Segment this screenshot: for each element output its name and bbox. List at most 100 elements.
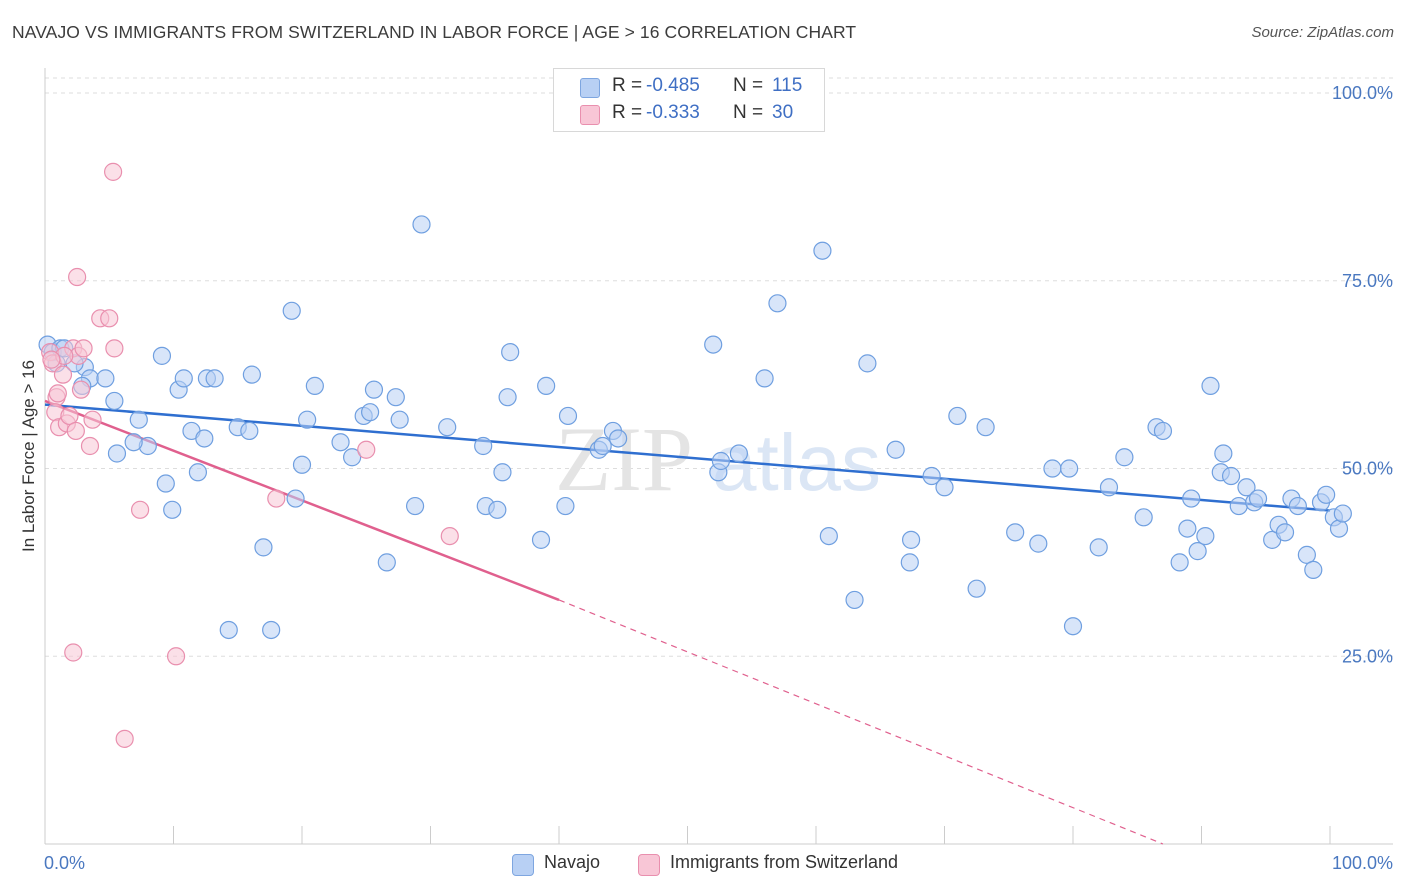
navajo-point <box>242 365 261 384</box>
navajo-point <box>1029 534 1048 553</box>
switzerland-point <box>130 500 150 519</box>
navajo-point <box>1275 523 1295 542</box>
bottom-legend-swatch-navajo <box>512 854 534 876</box>
switzerland-point <box>166 647 186 666</box>
navajo-point <box>195 429 214 448</box>
navajo-point <box>556 496 575 516</box>
legend-r-value: -0.485 <box>646 75 700 96</box>
switzerland-point <box>83 410 102 429</box>
navajo-point <box>1333 504 1352 523</box>
navajo-point <box>531 530 551 549</box>
legend-swatch-switzerland <box>580 105 600 125</box>
y-tick-label: 75.0% <box>1342 271 1393 291</box>
legend-n-value: 30 <box>772 102 794 123</box>
legend-n-label: N = <box>733 102 764 123</box>
navajo-point <box>1099 478 1119 497</box>
navajo-point <box>163 500 182 519</box>
navajo-point <box>1153 421 1173 441</box>
legend-r-label: R = <box>612 102 643 123</box>
navajo-point <box>498 388 517 407</box>
navajo-point <box>935 478 954 497</box>
navajo-point <box>219 620 238 640</box>
navajo-point <box>386 388 405 407</box>
navajo-point <box>901 530 921 549</box>
navajo-point <box>886 440 905 459</box>
navajo-point <box>729 444 749 463</box>
data-points <box>38 162 1352 748</box>
switzerland-point <box>267 489 286 508</box>
legend-n-value: 115 <box>772 75 803 96</box>
navajo-point <box>1006 523 1025 542</box>
navajo-point <box>331 433 350 452</box>
switzerland-point <box>105 339 124 358</box>
navajo-point <box>537 376 556 396</box>
navajo-point <box>286 489 305 508</box>
navajo-point <box>361 403 380 422</box>
navajo-point <box>493 463 512 482</box>
bottom-legend-label-switzerland: Immigrants from Switzerland <box>670 852 899 872</box>
navajo-point <box>305 376 324 396</box>
y-tick-label: 100.0% <box>1332 83 1393 103</box>
navajo-point <box>1089 538 1108 557</box>
navajo-point <box>819 526 838 546</box>
navajo-point <box>1196 526 1215 546</box>
axes <box>44 68 1393 845</box>
legend-n-label: N = <box>733 75 764 96</box>
navajo-point <box>188 463 208 482</box>
navajo-point <box>1229 496 1248 516</box>
navajo-point <box>1317 485 1336 504</box>
navajo-point <box>1182 489 1201 508</box>
switzerland-point <box>80 436 100 456</box>
navajo-point <box>558 406 578 426</box>
navajo-point <box>1248 489 1268 508</box>
navajo-point <box>96 369 115 388</box>
navajo-point <box>1063 617 1083 636</box>
navajo-point <box>967 579 986 598</box>
y-tick-label: 50.0% <box>1342 459 1393 479</box>
switzerland-point <box>115 729 134 748</box>
tick-labels: 100.0% 75.0% 50.0% 25.0% 0.0% 100.0% In Labor … <box>19 83 1393 873</box>
stats-legend: R = -0.485 N = 115 R = -0.333 N = 30 <box>553 68 825 132</box>
navajo-point <box>129 410 148 429</box>
navajo-point <box>948 406 967 426</box>
switzerland-point <box>357 440 376 459</box>
switzerland-point <box>74 339 93 358</box>
bottom-legend-label-navajo: Navajo <box>544 852 601 872</box>
navajo-point <box>377 553 396 572</box>
navajo-point <box>174 369 193 388</box>
navajo-point <box>858 354 877 373</box>
navajo-point <box>156 474 175 493</box>
navajo-point <box>1170 553 1189 572</box>
navajo-point <box>922 466 941 486</box>
navajo-point <box>1221 466 1241 486</box>
switzerland-point <box>66 421 85 441</box>
legend-r-value: -0.333 <box>646 102 700 123</box>
navajo-point <box>593 436 612 456</box>
navajo-point <box>1043 459 1062 478</box>
legend-swatch-navajo <box>580 78 600 98</box>
navajo-point <box>768 294 787 313</box>
chart-source: Source: ZipAtlas.com <box>1251 24 1394 41</box>
navajo-point <box>1214 444 1233 463</box>
navajo-point <box>240 421 259 441</box>
legend-r-label: R = <box>612 75 643 96</box>
navajo-point <box>1178 519 1197 538</box>
navajo-point <box>755 369 774 388</box>
navajo-point <box>1134 508 1153 527</box>
navajo-point <box>474 436 493 456</box>
navajo-point <box>107 444 127 463</box>
navajo-point <box>152 346 172 365</box>
navajo-point <box>900 553 919 572</box>
switzerland-point <box>100 309 119 328</box>
switzerland-point <box>68 267 87 287</box>
switzerland-point <box>42 350 61 369</box>
navajo-point <box>845 590 864 610</box>
navajo-point <box>292 455 312 474</box>
y-axis-label: In Labor Force | Age > 16 <box>19 360 38 552</box>
navajo-point <box>1060 459 1079 478</box>
navajo-point <box>343 448 362 467</box>
navajo-point <box>412 215 431 234</box>
navajo-point <box>1297 545 1316 564</box>
switzerland-point <box>71 380 91 399</box>
